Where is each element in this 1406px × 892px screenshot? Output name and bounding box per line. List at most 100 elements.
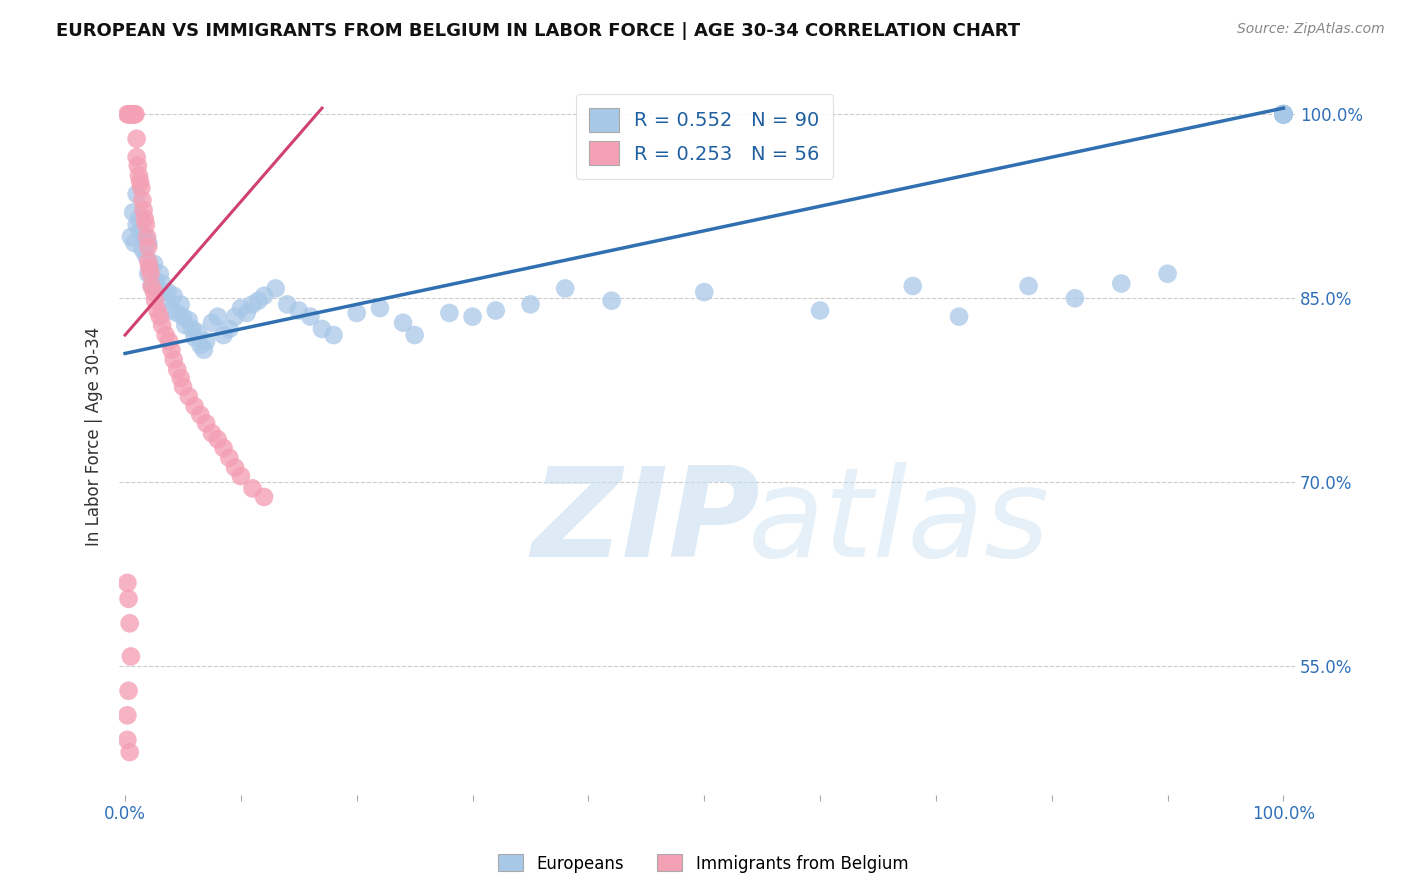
Text: EUROPEAN VS IMMIGRANTS FROM BELGIUM IN LABOR FORCE | AGE 30-34 CORRELATION CHART: EUROPEAN VS IMMIGRANTS FROM BELGIUM IN L… (56, 22, 1021, 40)
Point (311, 322, 333, 336)
Point (150, 318, 173, 333)
Point (169, 297, 191, 311)
Point (1272, 107, 1295, 121)
Point (172, 310, 194, 324)
Point (1272, 107, 1295, 121)
Point (229, 469, 252, 483)
Point (183, 399, 205, 413)
Point (155, 293, 177, 308)
Point (276, 297, 298, 311)
Point (1272, 107, 1295, 121)
Point (122, 107, 145, 121)
Point (134, 230, 156, 244)
Text: atlas: atlas (748, 462, 1050, 582)
Point (163, 289, 186, 303)
Point (1272, 107, 1295, 121)
Point (141, 279, 163, 293)
Point (1272, 107, 1295, 121)
Point (129, 175, 152, 189)
Point (193, 343, 215, 357)
Point (461, 310, 484, 324)
Point (138, 260, 160, 275)
Point (368, 301, 391, 315)
Point (1272, 107, 1295, 121)
Point (1018, 279, 1040, 293)
Point (392, 316, 415, 330)
Point (132, 202, 155, 217)
Point (139, 260, 162, 275)
Point (124, 107, 146, 121)
Point (253, 289, 276, 303)
Point (1156, 267, 1178, 281)
Point (1272, 107, 1295, 121)
Point (128, 211, 150, 226)
Point (1272, 107, 1295, 121)
Point (125, 150, 148, 164)
Point (135, 218, 157, 232)
Point (1272, 107, 1295, 121)
Point (253, 490, 276, 504)
Point (146, 303, 169, 318)
Point (136, 235, 159, 250)
Point (177, 389, 200, 403)
Point (143, 257, 166, 271)
Point (224, 460, 246, 475)
Point (150, 277, 173, 291)
Point (127, 159, 149, 173)
Point (808, 303, 831, 318)
Point (160, 303, 183, 318)
Point (1109, 277, 1132, 291)
Point (218, 450, 240, 465)
Point (1272, 107, 1295, 121)
Point (155, 328, 177, 343)
Point (141, 279, 163, 293)
Point (125, 186, 148, 201)
Point (195, 334, 218, 348)
Point (195, 417, 218, 431)
Point (346, 306, 368, 320)
Legend: Europeans, Immigrants from Belgium: Europeans, Immigrants from Belgium (491, 847, 915, 880)
Y-axis label: In Labor Force | Age 30-34: In Labor Force | Age 30-34 (86, 326, 103, 546)
Point (1272, 107, 1295, 121)
Point (136, 230, 159, 244)
Point (166, 306, 188, 320)
Point (166, 362, 188, 376)
Point (404, 328, 426, 343)
Point (207, 310, 229, 324)
Point (131, 215, 153, 229)
Point (139, 267, 162, 281)
Point (143, 273, 166, 287)
Point (1272, 107, 1295, 121)
Point (1272, 107, 1295, 121)
Point (948, 310, 970, 324)
Point (187, 326, 209, 340)
Point (120, 230, 142, 244)
Point (218, 322, 240, 336)
Point (163, 352, 186, 367)
Text: ZIP: ZIP (531, 462, 759, 582)
Point (190, 408, 212, 422)
Point (1272, 107, 1295, 121)
Point (1064, 291, 1087, 305)
Point (134, 211, 156, 226)
Point (229, 301, 252, 315)
Point (117, 107, 139, 121)
Point (1272, 107, 1295, 121)
Point (136, 254, 159, 268)
Point (118, 616, 141, 631)
Point (1272, 107, 1295, 121)
Point (157, 334, 180, 348)
Point (149, 267, 172, 281)
Point (183, 330, 205, 344)
Point (485, 303, 508, 318)
Point (201, 426, 224, 441)
Point (149, 310, 172, 324)
Point (117, 683, 139, 698)
Point (172, 379, 194, 393)
Point (439, 306, 461, 320)
Point (600, 293, 623, 308)
Point (288, 303, 311, 318)
Point (201, 316, 224, 330)
Point (136, 267, 159, 281)
Point (519, 297, 541, 311)
